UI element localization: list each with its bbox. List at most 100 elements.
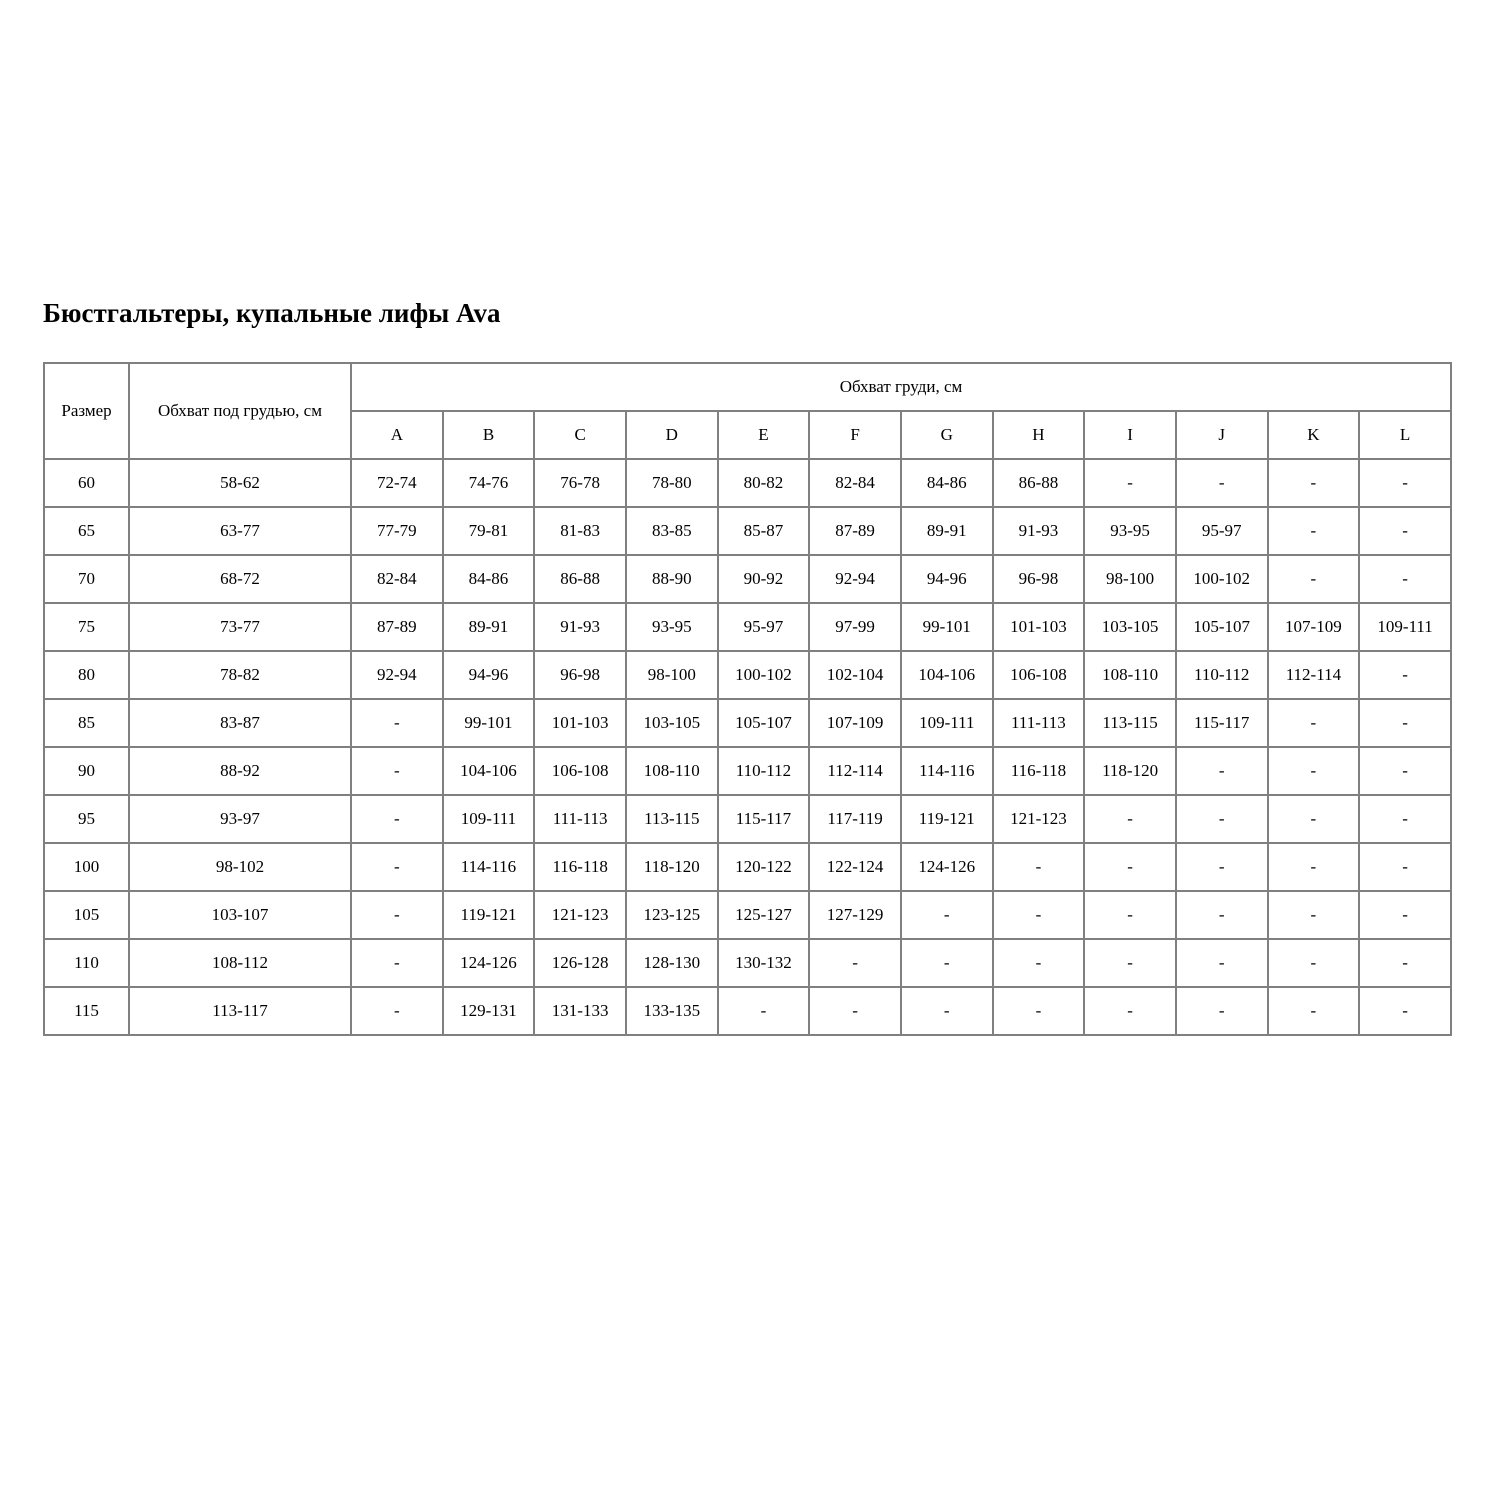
underbust-cell: 113-117 xyxy=(128,986,352,1037)
cup-cell: 98-100 xyxy=(1083,554,1177,605)
cup-cell: 109-111 xyxy=(441,794,536,845)
cup-cell: 81-83 xyxy=(533,506,627,557)
cup-cell: 101-103 xyxy=(991,602,1086,653)
cup-cell: - xyxy=(1266,458,1361,509)
cup-cell: - xyxy=(1083,986,1177,1037)
cup-cell: - xyxy=(991,890,1086,941)
cup-cell: - xyxy=(991,938,1086,989)
cup-cell: - xyxy=(1083,458,1177,509)
cup-header-cell: G xyxy=(899,410,994,461)
cup-cell: - xyxy=(1174,842,1269,893)
page-title: Бюстгальтеры, купальные лифы Ava xyxy=(43,298,501,328)
cup-cell: 121-123 xyxy=(991,794,1086,845)
cup-cell: - xyxy=(1174,794,1269,845)
underbust-cell: 73-77 xyxy=(128,602,352,653)
cup-cell: 74-76 xyxy=(441,458,536,509)
cup-header-cell: J xyxy=(1174,410,1269,461)
cup-cell: 78-80 xyxy=(624,458,719,509)
cup-cell: 93-95 xyxy=(1083,506,1177,557)
size-table-body: 60 58-62 72-74 74-76 76-78 78-80 80-82 82-84 84-… xyxy=(43,458,1452,1037)
cup-cell: 131-133 xyxy=(533,986,627,1037)
size-table: Размер Обхват под грудью, см Обхват груд… xyxy=(43,362,1452,1037)
cup-cell: - xyxy=(1358,650,1452,701)
cup-header-cell: K xyxy=(1266,410,1361,461)
cup-cell: 76-78 xyxy=(533,458,627,509)
table-row: 85 83-87-99-101 101-103 103-105 105-107 107-1… xyxy=(43,698,1452,749)
cup-cell: 118-120 xyxy=(1083,746,1177,797)
cup-cell: 87-89 xyxy=(350,602,444,653)
cup-cell: 89-91 xyxy=(441,602,536,653)
cup-cell: - xyxy=(1266,794,1361,845)
size-cell: 110 xyxy=(43,938,130,989)
cup-cell: 110-112 xyxy=(1174,650,1269,701)
cup-cell: - xyxy=(1358,746,1452,797)
cup-cell: - xyxy=(1266,506,1361,557)
cup-cell: - xyxy=(1174,458,1269,509)
cup-cell: - xyxy=(1174,986,1269,1037)
cup-cell: 109-111 xyxy=(1358,602,1452,653)
cup-cell: - xyxy=(1174,746,1269,797)
cup-cell: 103-105 xyxy=(624,698,719,749)
cup-cell: 95-97 xyxy=(716,602,811,653)
cup-cell: 98-100 xyxy=(624,650,719,701)
cup-cell: 80-82 xyxy=(716,458,811,509)
cup-cell: - xyxy=(350,938,444,989)
table-row: 65 63-77 77-79 79-81 81-83 83-85 85-87 87-89 89-… xyxy=(43,506,1452,557)
underbust-cell: 88-92 xyxy=(128,746,352,797)
cup-cell: 100-102 xyxy=(716,650,811,701)
page: Бюстгальтеры, купальные лифы Ava Размер … xyxy=(43,298,1452,1037)
table-row: 80 78-82 92-94 94-96 96-98 98-100 100-102 102-1… xyxy=(43,650,1452,701)
cup-cell: 72-74 xyxy=(350,458,444,509)
cup-cell: - xyxy=(1358,698,1452,749)
cup-cell: 92-94 xyxy=(808,554,902,605)
cup-header-cell: A xyxy=(350,410,444,461)
cup-cell: 113-115 xyxy=(1083,698,1177,749)
size-cell: 95 xyxy=(43,794,130,845)
underbust-cell: 108-112 xyxy=(128,938,352,989)
cup-cell: 102-104 xyxy=(808,650,902,701)
cup-cell: 96-98 xyxy=(991,554,1086,605)
underbust-cell: 98-102 xyxy=(128,842,352,893)
cup-cell: 77-79 xyxy=(350,506,444,557)
cup-cell: - xyxy=(1358,986,1452,1037)
cup-cell: 93-95 xyxy=(624,602,719,653)
cup-cell: 119-121 xyxy=(441,890,536,941)
cup-header-cell: B xyxy=(441,410,536,461)
cup-cell: 95-97 xyxy=(1174,506,1269,557)
cup-cell: 130-132 xyxy=(716,938,811,989)
underbust-cell: 78-82 xyxy=(128,650,352,701)
cup-cell: - xyxy=(350,794,444,845)
cup-cell: 103-105 xyxy=(1083,602,1177,653)
cup-cell: 111-113 xyxy=(991,698,1086,749)
underbust-cell: 93-97 xyxy=(128,794,352,845)
table-row: 90 88-92-104-106 106-108 108-110 110-112 112-… xyxy=(43,746,1452,797)
cup-cell: 111-113 xyxy=(533,794,627,845)
cup-cell: - xyxy=(991,986,1086,1037)
cup-header-cell: I xyxy=(1083,410,1177,461)
cup-cell: 79-81 xyxy=(441,506,536,557)
header-size: Размер xyxy=(43,362,130,461)
cup-cell: - xyxy=(899,890,994,941)
cup-cell: 91-93 xyxy=(533,602,627,653)
cup-cell: 110-112 xyxy=(716,746,811,797)
cup-cell: 126-128 xyxy=(533,938,627,989)
cup-cell: - xyxy=(1358,938,1452,989)
cup-cell: 116-118 xyxy=(991,746,1086,797)
cup-cell: - xyxy=(899,938,994,989)
size-cell: 70 xyxy=(43,554,130,605)
cup-cell: 112-114 xyxy=(808,746,902,797)
cup-cell: 124-126 xyxy=(441,938,536,989)
cup-cell: 99-101 xyxy=(441,698,536,749)
underbust-cell: 103-107 xyxy=(128,890,352,941)
cup-cell: - xyxy=(1083,890,1177,941)
size-cell: 65 xyxy=(43,506,130,557)
cup-cell: 101-103 xyxy=(533,698,627,749)
cup-cell: 86-88 xyxy=(533,554,627,605)
header-row-top: Размер Обхват под грудью, см Обхват груд… xyxy=(43,362,1452,461)
cup-cell: - xyxy=(899,986,994,1037)
cup-header-cell: L xyxy=(1358,410,1452,461)
cup-cell: - xyxy=(1266,890,1361,941)
cup-cell: 127-129 xyxy=(808,890,902,941)
cup-cell: 106-108 xyxy=(533,746,627,797)
cup-cell: 108-110 xyxy=(624,746,719,797)
